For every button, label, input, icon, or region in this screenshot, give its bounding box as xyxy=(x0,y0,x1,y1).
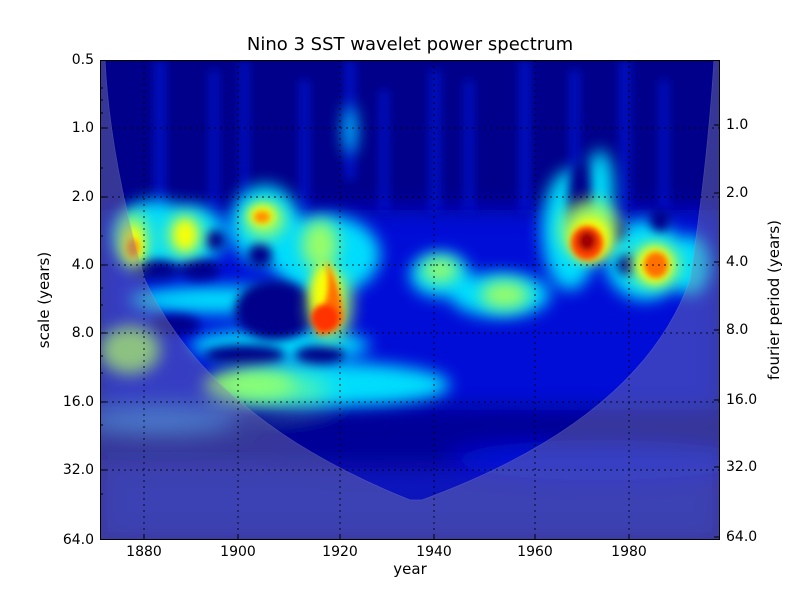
x-tick: 1900 xyxy=(220,544,256,560)
y-tick-left: 4.0 xyxy=(71,257,94,273)
y-tick-left: 32.0 xyxy=(62,462,94,478)
y-axis-label-right: fourier period (years) xyxy=(765,220,783,380)
cone-of-influence xyxy=(100,60,720,540)
x-tick: 1960 xyxy=(517,544,553,560)
x-tick: 1920 xyxy=(322,544,358,560)
y-tick-left: 1.0 xyxy=(71,120,94,136)
y-tick-left: 8.0 xyxy=(71,325,94,341)
x-tick: 1880 xyxy=(126,544,162,560)
x-axis-label: year xyxy=(393,560,427,578)
y-tick-right: 4.0 xyxy=(726,254,749,270)
y-tick-left: 2.0 xyxy=(71,189,94,205)
y-tick-right: 64.0 xyxy=(726,529,758,545)
y-tick-right: 8.0 xyxy=(726,322,749,338)
heatmap-svg xyxy=(100,60,720,540)
grid-lines xyxy=(100,60,720,540)
y-tick-left: 16.0 xyxy=(62,394,94,410)
y-tick-right: 1.0 xyxy=(726,117,749,133)
y-tick-left: 64.0 xyxy=(62,532,94,548)
x-tick: 1980 xyxy=(611,544,647,560)
chart-title: Nino 3 SST wavelet power spectrum xyxy=(246,34,574,55)
x-tick: 1940 xyxy=(416,544,452,560)
y-tick-right: 16.0 xyxy=(726,392,758,408)
y-axis-label-left: scale (years) xyxy=(35,251,53,349)
wavelet-power-heatmap xyxy=(100,60,720,540)
y-tick-right: 32.0 xyxy=(726,459,758,475)
y-tick-right: 2.0 xyxy=(726,185,749,201)
y-tick-left: 0.5 xyxy=(71,52,94,68)
